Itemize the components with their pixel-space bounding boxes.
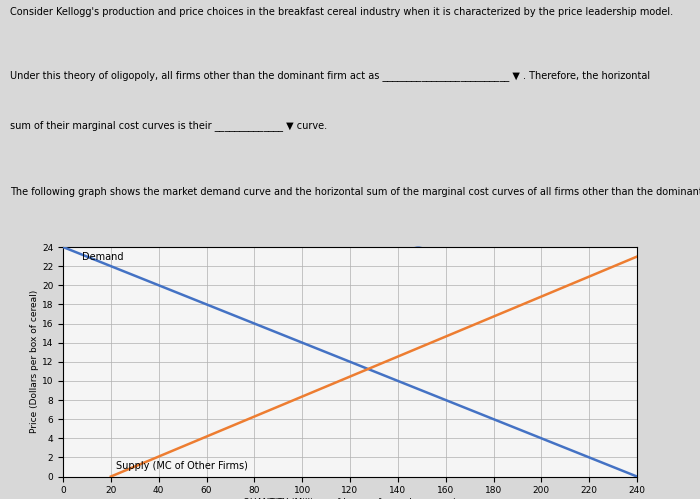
Text: Under this theory of oligopoly, all firms other than the dominant firm act as __: Under this theory of oligopoly, all firm… <box>10 70 650 81</box>
X-axis label: QUANTITY (Millions of boxes of cereal per year): QUANTITY (Millions of boxes of cereal pe… <box>244 498 456 499</box>
Text: sum of their marginal cost curves is their ______________ ▼ curve.: sum of their marginal cost curves is the… <box>10 120 328 131</box>
Text: ?: ? <box>415 255 421 266</box>
Y-axis label: Price (Dollars per box of cereal): Price (Dollars per box of cereal) <box>30 290 39 434</box>
Text: The following graph shows the market demand curve and the horizontal sum of the : The following graph shows the market dem… <box>10 187 700 197</box>
Text: Supply (MC of Other Firms): Supply (MC of Other Firms) <box>116 461 248 471</box>
Circle shape <box>405 247 431 274</box>
Text: Demand: Demand <box>82 252 124 262</box>
Text: Consider Kellogg's production and price choices in the breakfast cereal industry: Consider Kellogg's production and price … <box>10 7 673 17</box>
